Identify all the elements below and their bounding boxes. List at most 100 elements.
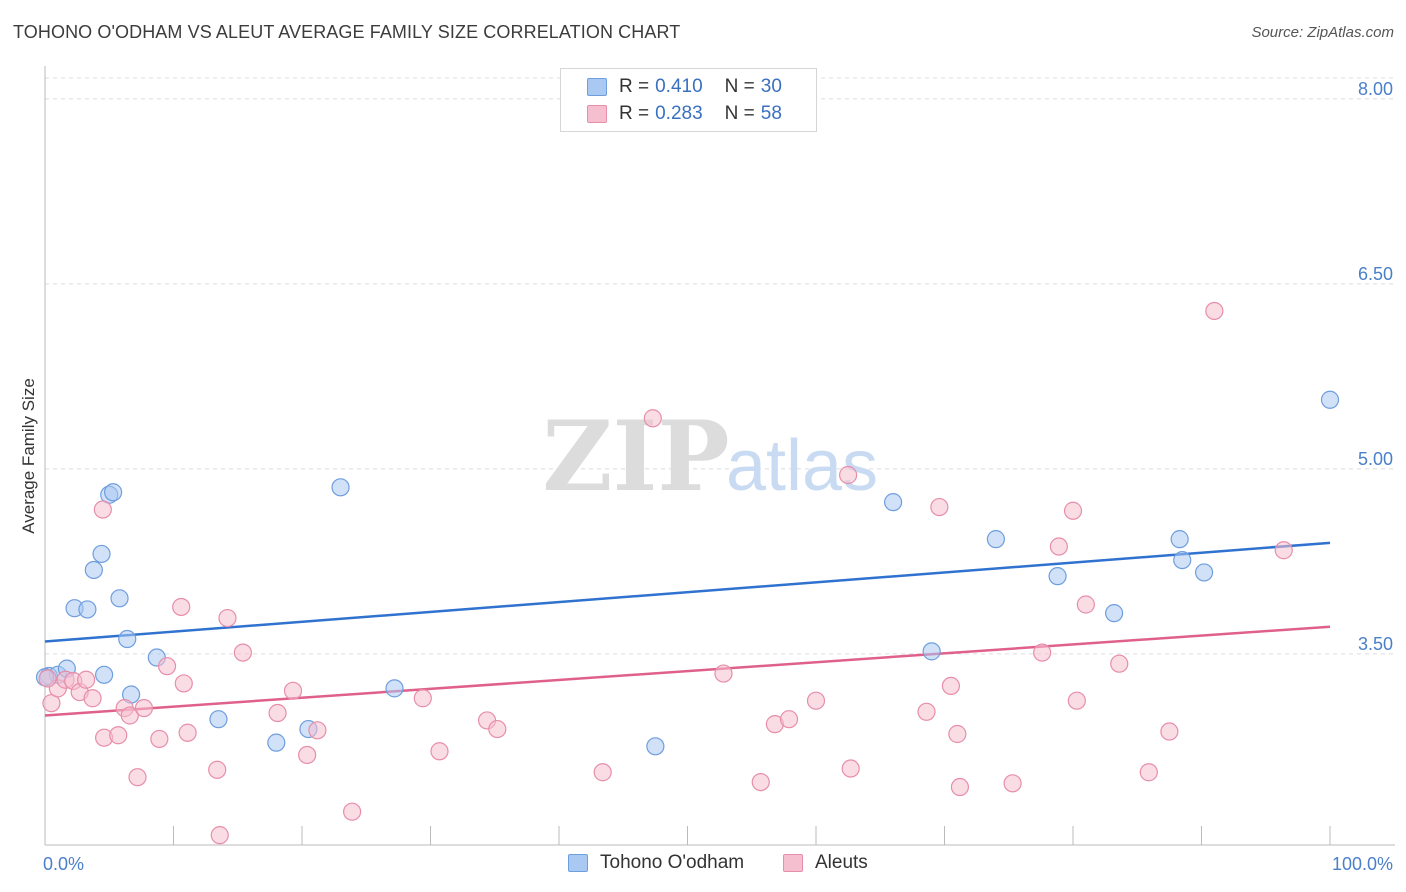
aleut-point bbox=[208, 760, 227, 779]
aleut-point bbox=[950, 777, 970, 797]
pink-swatch bbox=[587, 105, 607, 123]
aleut-point bbox=[839, 465, 858, 485]
aleut-point bbox=[1033, 643, 1052, 662]
tohono-point bbox=[986, 530, 1006, 549]
aleut-point bbox=[1160, 722, 1179, 741]
aleut-point bbox=[120, 706, 139, 725]
aleut-point bbox=[343, 802, 362, 821]
aleut-point bbox=[210, 826, 229, 845]
tohono-point bbox=[104, 483, 123, 502]
r-value: 0.283 bbox=[655, 103, 703, 124]
tohono-point bbox=[385, 679, 404, 698]
legend-label: Tohono O'odham bbox=[600, 852, 745, 873]
r-label: R = bbox=[619, 103, 650, 124]
aleut-point bbox=[1205, 301, 1224, 321]
aleut-point bbox=[233, 643, 252, 662]
tohono-point bbox=[209, 710, 228, 729]
aleut-point bbox=[593, 763, 612, 782]
aleut-point bbox=[157, 657, 177, 676]
aleut-point bbox=[917, 702, 936, 721]
aleut-point bbox=[1076, 595, 1095, 614]
n-label: N = bbox=[724, 103, 755, 124]
y-tick-label: 3.50 bbox=[1358, 634, 1393, 654]
aleut-point bbox=[1274, 541, 1293, 560]
tohono-point bbox=[110, 589, 129, 608]
tohono-point bbox=[646, 737, 665, 756]
aleut-point bbox=[268, 703, 287, 723]
aleut-point bbox=[128, 768, 147, 787]
aleut-point bbox=[751, 772, 770, 792]
aleut-point bbox=[308, 721, 327, 740]
watermark-atlas: atlas bbox=[726, 426, 878, 506]
legend-item-tohono[interactable]: Tohono O'odham bbox=[568, 852, 744, 874]
y-axis-label: Average Family Size bbox=[19, 378, 38, 534]
aleut-point bbox=[38, 669, 57, 688]
tohono-point bbox=[922, 642, 941, 661]
chart-title: TOHONO O'ODHAM VS ALEUT AVERAGE FAMILY S… bbox=[13, 22, 681, 42]
stats-legend-row-pink: R = 0.283 N = 58 bbox=[587, 102, 782, 126]
aleut-trend-line bbox=[44, 625, 1331, 717]
tohono-trend-line bbox=[44, 541, 1331, 643]
axes bbox=[44, 66, 1395, 846]
aleut-point bbox=[1110, 654, 1129, 673]
n-value: 30 bbox=[760, 76, 782, 97]
tohono-point bbox=[1194, 563, 1214, 582]
aleut-point bbox=[77, 670, 96, 689]
aleut-point bbox=[1003, 774, 1022, 793]
gridlines bbox=[45, 77, 1395, 655]
tohono-point bbox=[92, 544, 111, 564]
x-tick-label: 100.0% bbox=[1332, 854, 1393, 874]
aleut-point bbox=[1049, 537, 1068, 556]
aleut-point bbox=[430, 742, 449, 761]
tohono-point bbox=[84, 560, 103, 580]
trend-lines bbox=[44, 541, 1331, 717]
aleut-point bbox=[779, 710, 799, 729]
blue-swatch bbox=[587, 78, 607, 96]
pink-swatch bbox=[783, 854, 803, 872]
aleut-point bbox=[488, 719, 507, 739]
data-points bbox=[35, 301, 1340, 845]
tohono-point bbox=[1173, 550, 1192, 570]
y-tick-label: 5.00 bbox=[1358, 449, 1393, 469]
aleut-point bbox=[134, 698, 154, 718]
aleut-point bbox=[930, 497, 949, 517]
tohono-point bbox=[883, 493, 903, 512]
tohono-point bbox=[1320, 390, 1340, 409]
source-label: Source: ZipAtlas.com bbox=[1251, 24, 1394, 41]
series-legend: Tohono O'odham Aleuts bbox=[0, 852, 1406, 878]
tohono-point bbox=[1048, 567, 1067, 586]
aleut-point bbox=[941, 676, 961, 696]
tohono-point bbox=[267, 733, 286, 752]
aleut-point bbox=[948, 724, 967, 744]
legend-label: Aleuts bbox=[815, 852, 868, 873]
x-tick-label: 0.0% bbox=[43, 854, 84, 874]
tick-labels: 3.50 5.00 6.50 8.00 0.0% 100.0% bbox=[43, 79, 1393, 874]
aleut-point bbox=[83, 689, 102, 708]
aleut-point bbox=[714, 664, 733, 683]
aleut-point bbox=[93, 500, 112, 519]
aleut-point bbox=[178, 723, 197, 742]
aleut-point bbox=[841, 759, 860, 778]
aleut-point bbox=[1139, 763, 1158, 782]
tohono-point bbox=[118, 629, 137, 649]
aleut-point bbox=[1063, 501, 1083, 520]
aleut-point bbox=[806, 691, 826, 710]
stats-legend-row-blue: R = 0.410 N = 30 bbox=[587, 75, 782, 99]
r-value: 0.410 bbox=[655, 76, 703, 97]
aleut-point bbox=[150, 729, 169, 749]
aleut-point bbox=[298, 745, 317, 765]
y-tick-label: 6.50 bbox=[1358, 264, 1393, 284]
tohono-point bbox=[1105, 604, 1124, 623]
n-label: N = bbox=[724, 76, 755, 97]
r-label: R = bbox=[619, 76, 650, 97]
legend-item-aleuts[interactable]: Aleuts bbox=[783, 852, 868, 874]
watermark-zip: ZIP bbox=[542, 400, 729, 513]
blue-swatch bbox=[568, 854, 588, 872]
n-value: 58 bbox=[760, 103, 782, 124]
aleut-point bbox=[283, 681, 303, 700]
tohono-point bbox=[331, 478, 350, 497]
aleut-point bbox=[109, 726, 128, 745]
tohono-point bbox=[95, 665, 114, 684]
tohono-point bbox=[78, 600, 97, 619]
